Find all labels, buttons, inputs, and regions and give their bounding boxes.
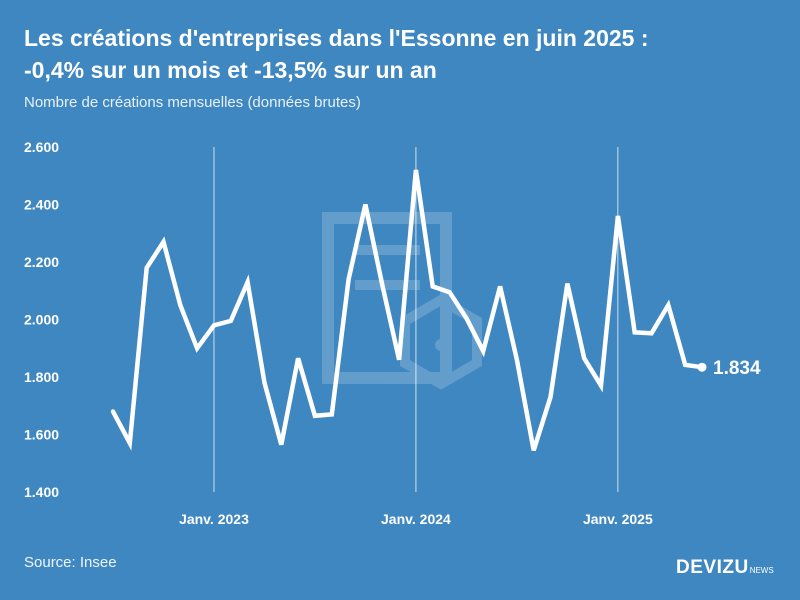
last-point-marker bbox=[697, 362, 707, 372]
title-line-1: Les créations d'entreprises dans l'Esson… bbox=[24, 25, 649, 51]
chart-title: Les créations d'entreprises dans l'Esson… bbox=[24, 22, 784, 86]
brand-logo: DEVIZUNEWS bbox=[676, 557, 774, 579]
y-tick-label: 2.600 bbox=[24, 139, 59, 155]
y-tick-label: 1.400 bbox=[24, 484, 59, 500]
last-value-label: 1.834 bbox=[713, 358, 761, 379]
chart-subtitle: Nombre de créations mensuelles (données … bbox=[24, 94, 361, 111]
x-axis: Janv. 2023 Janv. 2024 Janv. 2025 bbox=[179, 511, 653, 527]
y-tick-label: 2.400 bbox=[24, 197, 59, 213]
brand-small: NEWS bbox=[749, 566, 774, 575]
x-tick-label: Janv. 2025 bbox=[583, 511, 653, 527]
series-line bbox=[110, 169, 705, 451]
vertical-gridlines bbox=[213, 147, 619, 492]
x-tick-label: Janv. 2024 bbox=[381, 511, 451, 527]
y-tick-label: 2.200 bbox=[24, 254, 59, 270]
y-tick-label: 1.600 bbox=[24, 427, 59, 443]
x-tick-label: Janv. 2023 bbox=[179, 511, 249, 527]
y-axis: 1.400 1.600 1.800 2.000 2.200 2.400 2.600 bbox=[24, 139, 59, 500]
source-note: Source: Insee bbox=[24, 554, 117, 571]
brand-main: DEVIZU bbox=[676, 557, 749, 578]
y-tick-label: 1.800 bbox=[24, 369, 59, 385]
title-line-2: -0,4% sur un mois et -13,5% sur un an bbox=[24, 57, 437, 83]
y-tick-label: 2.000 bbox=[24, 312, 59, 328]
